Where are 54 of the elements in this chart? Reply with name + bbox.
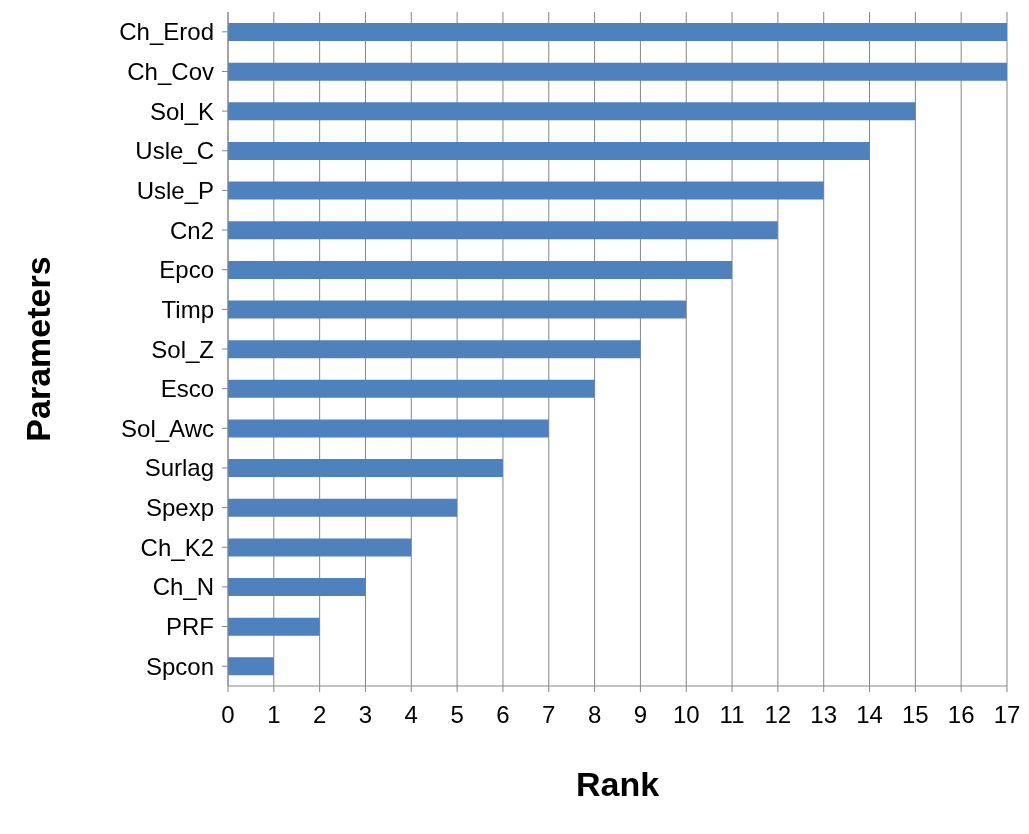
x-tick-label: 9: [633, 701, 648, 729]
x-tick-label: 0: [221, 701, 235, 729]
x-tick-label: 4: [404, 701, 418, 729]
bar: [228, 221, 778, 240]
bar: [228, 617, 320, 636]
bar: [228, 419, 549, 438]
bar: [228, 340, 641, 359]
x-tick-label: 13: [810, 701, 838, 729]
x-tick-label: 16: [947, 701, 975, 729]
bar: [228, 379, 595, 398]
y-tick-label: Surlag: [144, 454, 214, 482]
bar: [228, 657, 274, 676]
x-tick-label: 6: [496, 701, 510, 729]
bar: [228, 498, 458, 517]
y-tick-label: Spexp: [145, 494, 214, 522]
bar: [228, 260, 733, 279]
x-tick-label: 8: [587, 701, 602, 729]
bar: [228, 62, 1007, 81]
y-tick-label: Sol_Z: [151, 335, 214, 363]
y-tick-label: Spcon: [145, 652, 214, 680]
y-tick-label: Usle_C: [135, 137, 214, 165]
y-tick-label: Epco: [159, 256, 214, 284]
x-tick-label: 10: [672, 701, 700, 729]
x-tick-label: 1: [267, 701, 281, 729]
bar: [228, 459, 503, 478]
y-tick-label: PRF: [166, 613, 214, 641]
bar: [228, 538, 412, 557]
y-axis-title: Parameters: [19, 256, 58, 442]
x-tick-label: 3: [358, 701, 373, 729]
x-tick-label: 11: [719, 701, 745, 729]
x-axis-title: Rank: [575, 765, 660, 803]
y-tick-label: Sol_K: [149, 97, 214, 125]
x-tick-label: 2: [312, 701, 327, 729]
y-tick-label: Ch_Erod: [119, 18, 214, 46]
y-tick-label: Ch_Cov: [127, 57, 214, 85]
bar: [228, 23, 1007, 41]
y-tick-label: Cn2: [169, 216, 214, 244]
x-tick-label: 15: [902, 701, 929, 729]
x-tick-label: 14: [856, 701, 883, 729]
bar: [228, 181, 824, 200]
y-tick-label: Sol_Awc: [121, 414, 214, 442]
x-tick-label: 12: [764, 701, 792, 729]
y-tick-label: Timp: [161, 295, 214, 323]
bar: [228, 141, 870, 160]
y-tick-label: Ch_K2: [140, 533, 214, 561]
y-tick-label: Esco: [160, 375, 214, 403]
x-tick-label: 7: [542, 701, 556, 729]
y-tick-label: Usle_P: [136, 176, 214, 204]
bar: [228, 578, 366, 597]
bar: [228, 300, 687, 319]
y-tick-label: Ch_N: [152, 573, 214, 601]
bar: [228, 102, 916, 121]
x-tick-label: 17: [993, 701, 1021, 729]
x-tick-label: 5: [450, 701, 464, 729]
